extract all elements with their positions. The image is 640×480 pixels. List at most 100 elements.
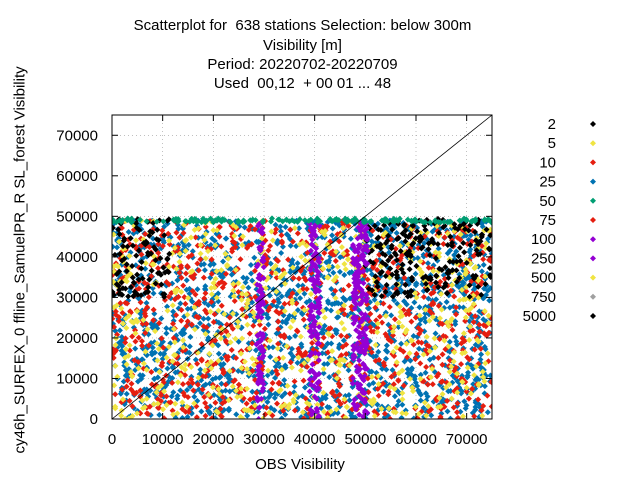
data-point	[178, 274, 185, 281]
data-point	[399, 261, 406, 268]
data-point	[251, 318, 258, 325]
data-point	[276, 267, 283, 274]
data-point	[407, 259, 414, 266]
data-point	[297, 333, 304, 340]
data-point	[278, 250, 285, 257]
data-point	[328, 340, 335, 347]
data-point	[361, 390, 368, 397]
data-point	[212, 399, 219, 406]
data-point	[184, 387, 191, 394]
data-point	[160, 376, 167, 383]
data-point	[349, 380, 356, 387]
data-point	[115, 226, 122, 233]
data-point	[286, 390, 293, 397]
data-points	[112, 215, 492, 419]
data-point	[231, 293, 238, 300]
data-point	[210, 319, 217, 326]
data-point	[377, 226, 384, 233]
data-point	[391, 353, 398, 360]
data-point	[374, 300, 381, 307]
data-point	[232, 266, 239, 273]
data-point	[249, 340, 256, 347]
legend-label: 250	[531, 250, 556, 267]
data-point	[408, 288, 415, 295]
data-point	[246, 370, 253, 377]
data-point	[143, 300, 150, 307]
data-point	[343, 351, 350, 358]
data-point	[480, 256, 487, 263]
data-point	[112, 341, 119, 348]
data-point	[454, 414, 461, 419]
data-point	[407, 231, 414, 238]
data-point	[217, 405, 224, 412]
data-point	[333, 388, 340, 395]
data-point	[287, 269, 294, 276]
data-point	[232, 244, 239, 251]
data-point	[227, 322, 234, 329]
data-point	[121, 235, 128, 242]
data-point	[119, 351, 126, 358]
data-point	[443, 298, 450, 305]
data-point	[477, 345, 484, 352]
data-point	[116, 250, 123, 257]
data-point	[472, 237, 479, 244]
data-point	[222, 270, 229, 277]
data-point	[371, 296, 378, 303]
data-point	[413, 262, 420, 269]
data-point	[451, 293, 458, 300]
data-point	[209, 384, 216, 391]
data-point	[274, 345, 281, 352]
data-point	[436, 315, 443, 322]
data-point	[334, 314, 341, 321]
data-point	[353, 314, 360, 321]
data-point	[278, 272, 285, 279]
data-point	[226, 368, 233, 375]
data-point	[472, 403, 479, 410]
data-point	[255, 378, 262, 385]
data-point	[183, 323, 190, 330]
data-point	[350, 346, 357, 353]
data-point	[273, 226, 280, 233]
data-point	[163, 325, 170, 332]
data-point	[155, 265, 162, 272]
data-point	[115, 318, 122, 325]
data-point	[363, 234, 370, 241]
data-point	[260, 380, 267, 387]
data-point	[274, 371, 281, 378]
data-point	[249, 367, 256, 374]
legend-item: 10	[539, 154, 596, 171]
data-point	[418, 339, 425, 346]
data-point	[416, 345, 423, 352]
data-point	[232, 335, 239, 342]
data-point	[445, 343, 452, 350]
data-point	[382, 252, 389, 259]
data-point	[183, 403, 190, 410]
data-point	[112, 391, 119, 398]
data-point	[418, 245, 425, 252]
data-point	[179, 381, 186, 388]
data-point	[393, 257, 400, 264]
data-point	[422, 306, 429, 313]
data-point	[251, 402, 258, 409]
data-point	[336, 391, 343, 398]
data-point	[456, 217, 463, 224]
data-point	[294, 307, 301, 314]
data-point	[329, 263, 336, 270]
data-point	[481, 383, 488, 390]
data-point	[250, 361, 257, 368]
data-point	[317, 218, 324, 225]
data-point	[329, 356, 336, 363]
plot-frame	[111, 114, 493, 420]
data-point	[383, 342, 390, 349]
data-point	[412, 282, 419, 289]
data-point	[258, 345, 265, 352]
data-point	[184, 263, 191, 270]
data-point	[444, 397, 451, 404]
data-point	[308, 241, 315, 248]
data-point	[127, 288, 134, 295]
data-point	[282, 223, 289, 230]
data-point	[404, 366, 411, 373]
data-point	[202, 223, 209, 230]
data-point	[164, 268, 171, 275]
data-point	[353, 363, 360, 370]
